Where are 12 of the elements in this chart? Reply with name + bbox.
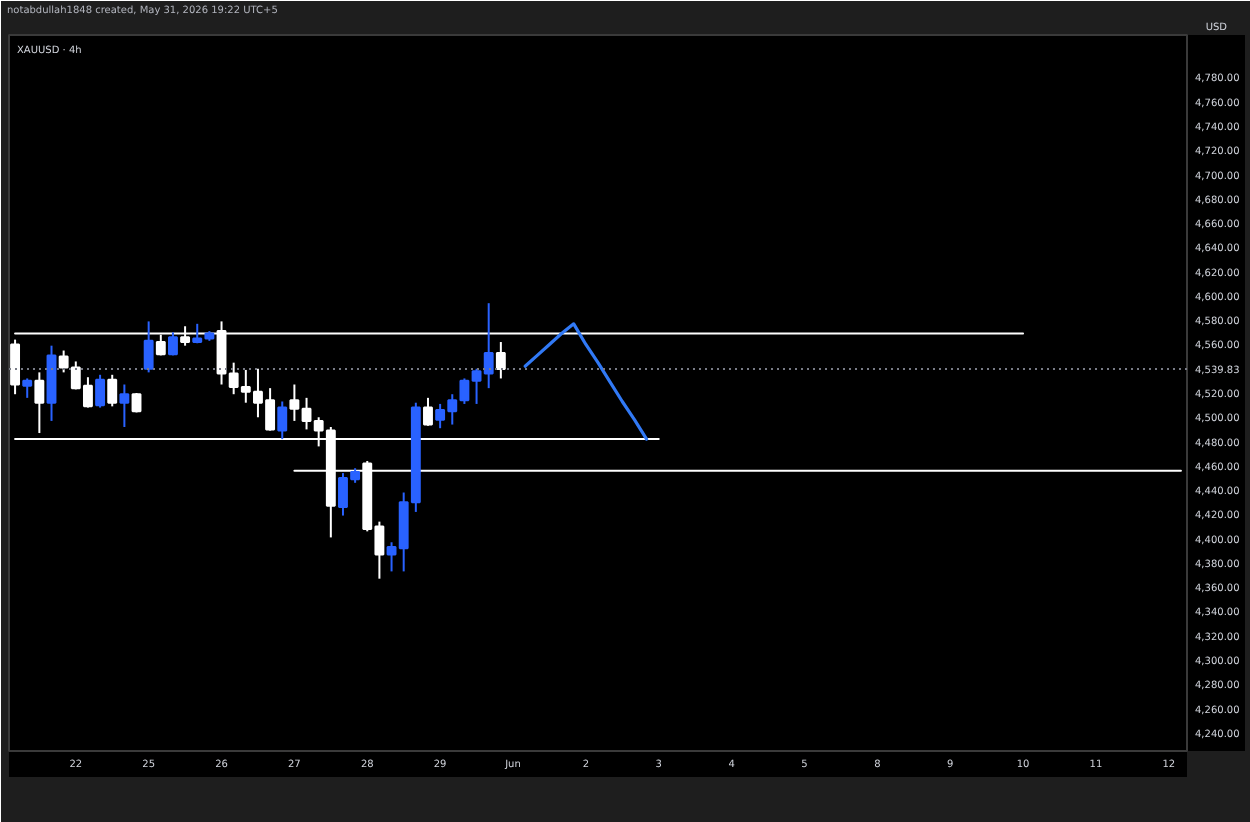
candlestick [95,373,106,409]
candlestick [143,320,154,374]
candlestick [10,338,21,396]
candlestick [34,371,45,435]
candlestick [46,344,57,422]
line-series [523,322,649,441]
candlestick [22,377,33,399]
candlestick [277,400,288,441]
candlestick [495,341,506,380]
candlestick [119,383,130,428]
candlestick [423,396,433,427]
candlestick [107,373,118,408]
